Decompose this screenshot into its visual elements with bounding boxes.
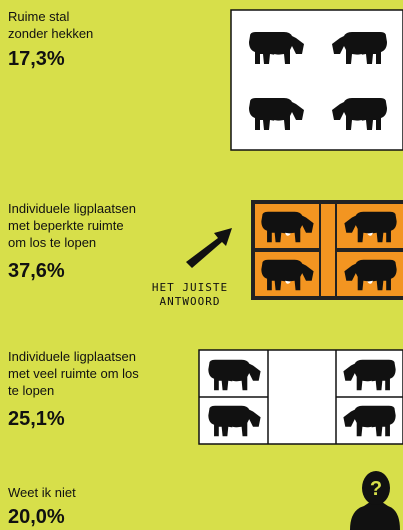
option-percentage: 25,1% bbox=[8, 408, 65, 431]
arrow bbox=[186, 228, 232, 268]
infographic: ? Ruime stalzonder hekken 17,3% Individu… bbox=[0, 0, 403, 530]
svg-text:?: ? bbox=[370, 478, 382, 500]
unknown-person-icon: ? bbox=[350, 471, 400, 530]
option-label: Weet ik niet bbox=[8, 484, 76, 501]
stall-aisle bbox=[321, 204, 335, 296]
option-percentage: 20,0% bbox=[8, 506, 65, 529]
option-percentage: 37,6% bbox=[8, 260, 65, 283]
option-percentage: 17,3% bbox=[8, 48, 65, 71]
